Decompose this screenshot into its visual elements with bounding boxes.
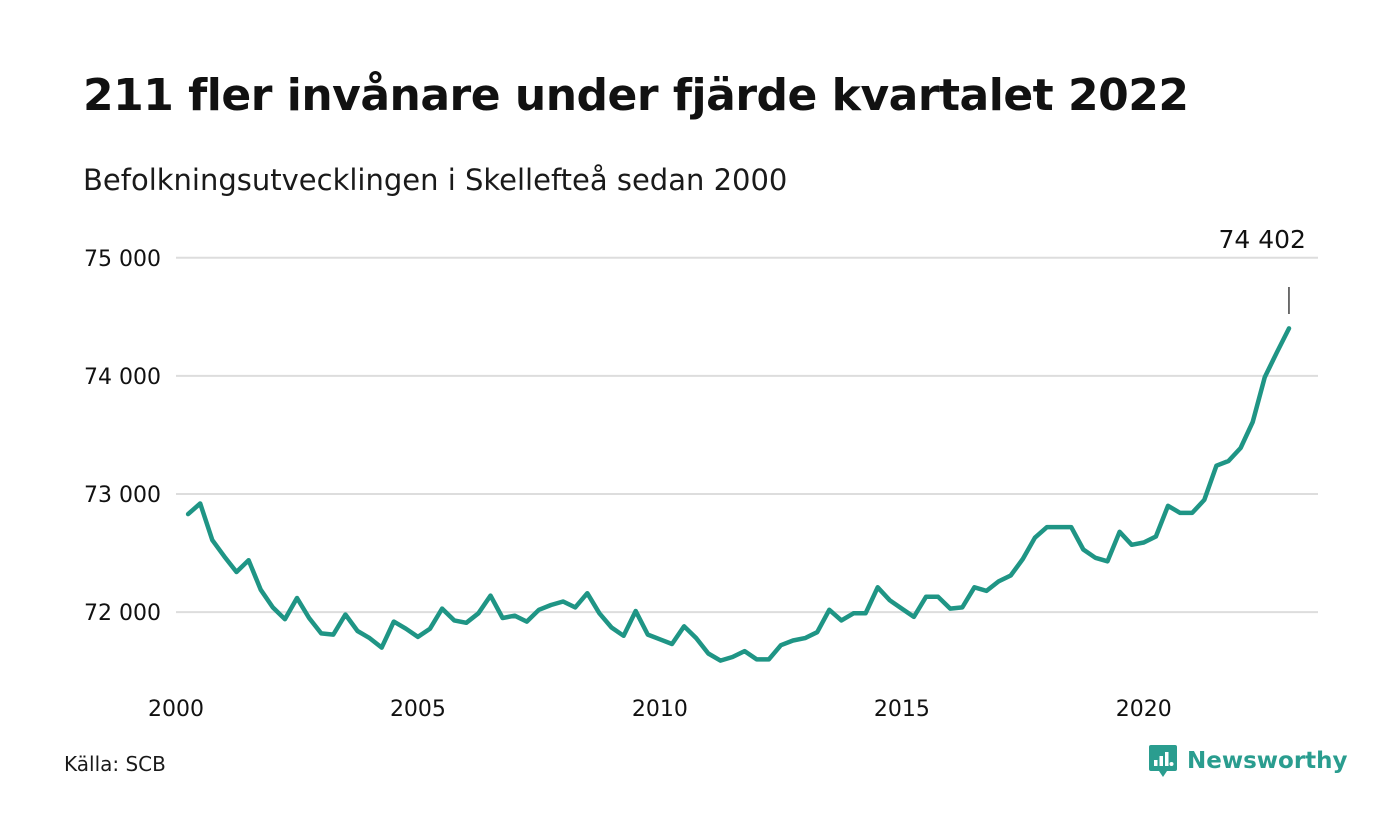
- series-group: [185, 326, 1292, 663]
- y-tick-label: 74 000: [84, 365, 161, 390]
- x-tick-label: 2010: [632, 697, 688, 722]
- y-axis-ticks: 72 000 73 000 74 000 75 000: [84, 247, 161, 626]
- page-subtitle: Befolkningsutvecklingen i Skellefteå sed…: [83, 163, 788, 197]
- y-tick-label: 75 000: [84, 247, 161, 272]
- source-note: Källa: SCB: [64, 752, 166, 776]
- population-line-chart: 72 000 73 000 74 000 75 000 2000 2005 2010 201…: [84, 225, 1318, 722]
- x-tick-label: 2000: [148, 697, 204, 722]
- brand-logo: Newsworthy: [1148, 744, 1348, 778]
- x-tick-label: 2015: [874, 697, 930, 722]
- annotation-label: 74 402: [1218, 225, 1305, 254]
- annotation-group: 74 402: [1218, 225, 1306, 314]
- x-axis-ticks: 2000 2005 2010 2015 2020: [148, 697, 1172, 722]
- y-tick-label: 73 000: [84, 483, 161, 508]
- brand-name: Newsworthy: [1187, 748, 1348, 774]
- x-tick-label: 2005: [390, 697, 446, 722]
- grid-lines: [176, 256, 1318, 614]
- series-line: [185, 326, 1292, 663]
- newsworthy-logo-icon: [1149, 745, 1177, 777]
- y-tick-label: 72 000: [84, 601, 161, 626]
- x-tick-label: 2020: [1116, 697, 1172, 722]
- page-title: 211 fler invånare under fjärde kvartalet…: [83, 70, 1189, 121]
